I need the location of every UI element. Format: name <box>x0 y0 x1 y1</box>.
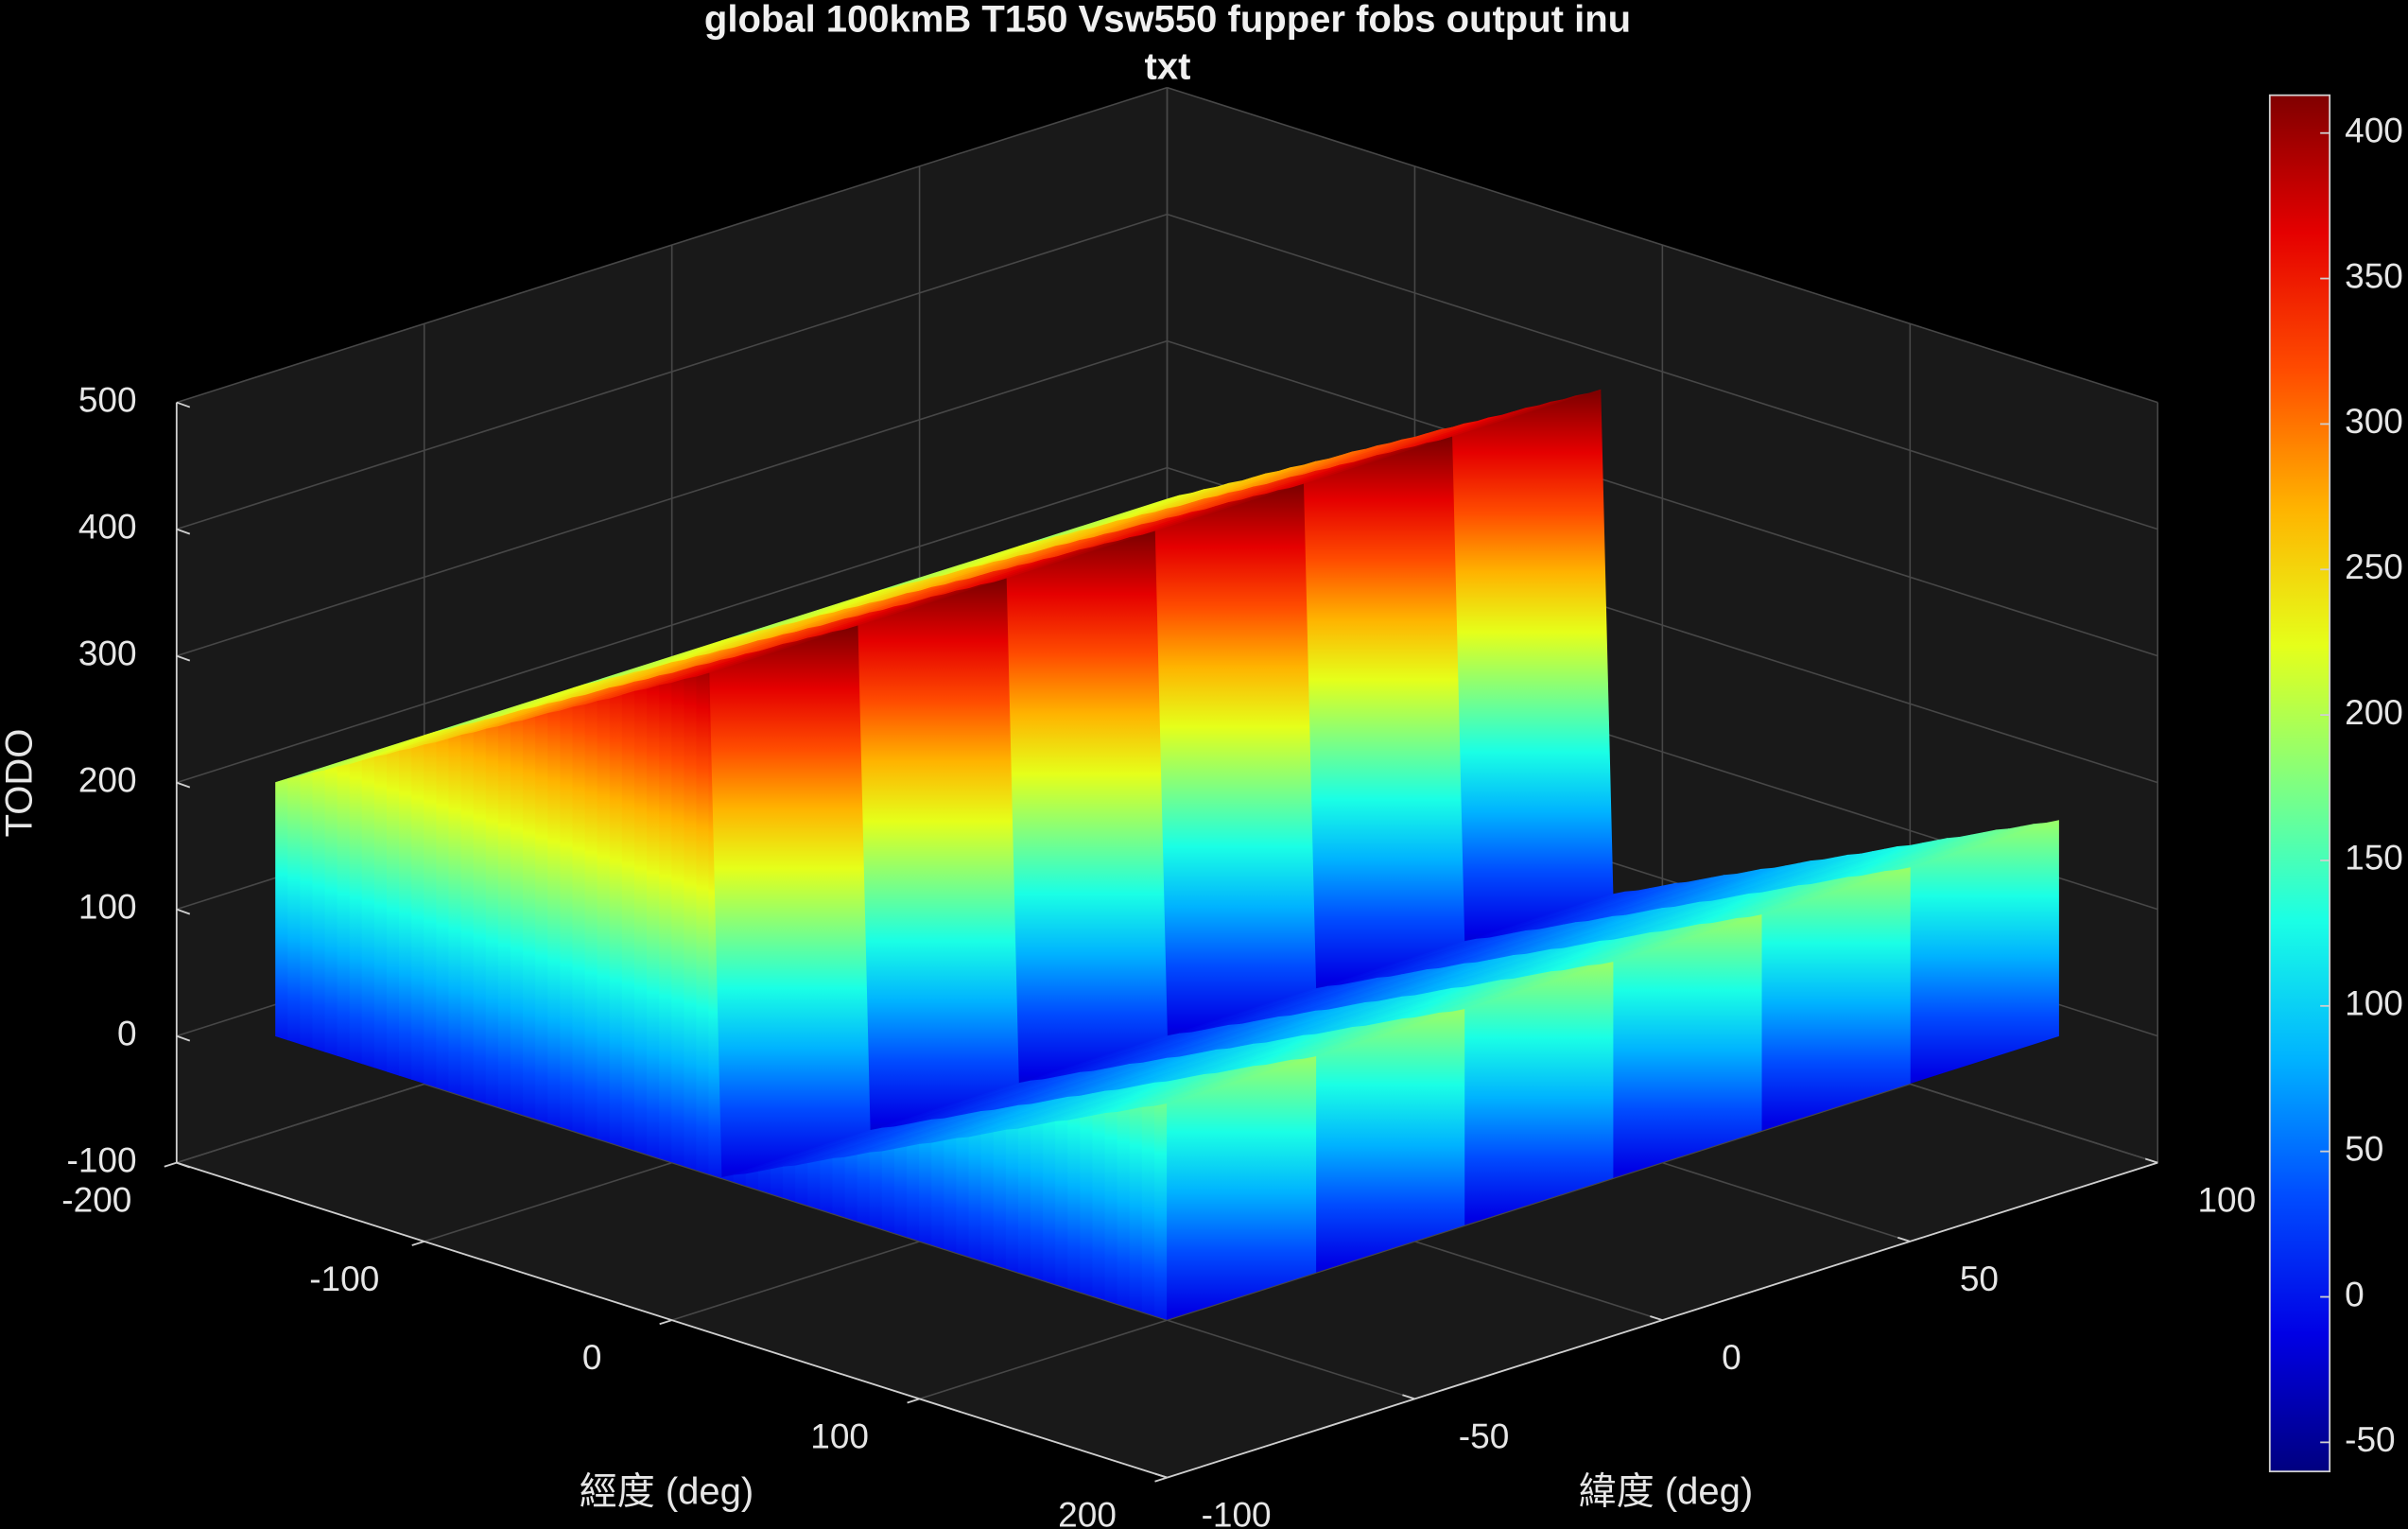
page: {"chart_data": { "type": "surface", "tit… <box>0 0 2403 1529</box>
chart: global 100kmB T150 Vsw550 fupper fobs ou… <box>0 0 2403 1529</box>
